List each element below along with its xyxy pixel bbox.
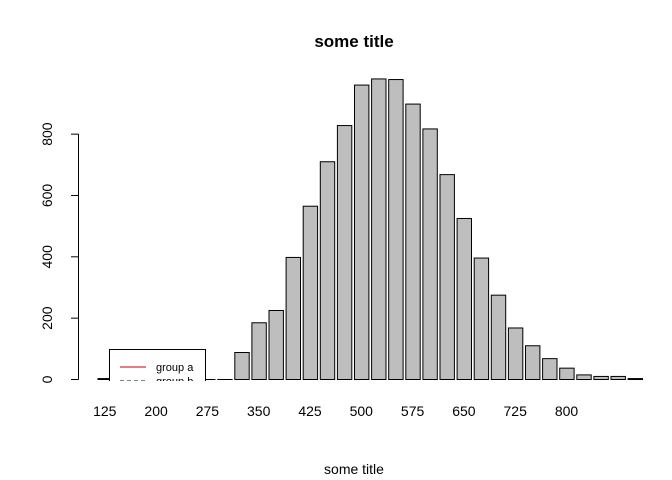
x-axis-label: some title <box>324 461 384 477</box>
bar <box>610 375 626 380</box>
legend: group a group b <box>109 349 206 388</box>
x-tick-label: 125 <box>93 403 117 419</box>
x-tick-label: 725 <box>504 403 528 419</box>
bar <box>576 374 592 380</box>
bar <box>319 161 336 380</box>
bar <box>371 78 387 381</box>
bar <box>336 125 353 380</box>
bar <box>268 309 284 380</box>
bar <box>507 327 524 380</box>
x-tick-label: 500 <box>350 403 374 419</box>
bar <box>405 103 421 381</box>
bar <box>354 84 370 380</box>
legend-box <box>109 349 206 381</box>
x-tick-label: 650 <box>452 403 476 419</box>
legend-label: group a <box>156 362 194 374</box>
y-tick-label: 0 <box>39 375 55 383</box>
x-tick-label: 800 <box>555 403 579 419</box>
bar <box>473 257 490 380</box>
bar <box>388 79 404 381</box>
legend-label: group b <box>156 376 193 388</box>
bar <box>542 358 558 381</box>
bar <box>251 322 267 381</box>
bar <box>285 256 302 380</box>
x-tick-labels: 125 200 275 350 425 500 575 650 725 800 <box>93 403 578 419</box>
bars-group <box>97 78 643 381</box>
x-tick-label: 350 <box>247 403 271 419</box>
x-tick-label: 200 <box>144 403 168 419</box>
bar <box>439 174 455 380</box>
bar <box>490 294 507 380</box>
y-tick-label: 800 <box>39 122 55 146</box>
chart-title: some title <box>314 32 393 51</box>
y-tick-label: 200 <box>39 306 55 330</box>
bar <box>456 217 473 380</box>
bar <box>525 345 541 381</box>
bar <box>593 375 609 380</box>
bar <box>627 378 643 380</box>
x-tick-label: 575 <box>401 403 425 419</box>
bar <box>422 128 438 380</box>
bar <box>234 352 250 381</box>
bar <box>302 205 319 380</box>
y-tick-label: 600 <box>39 184 55 208</box>
y-axis: 0 200 400 600 800 <box>39 122 79 383</box>
x-tick-label: 425 <box>298 403 322 419</box>
x-tick-label: 275 <box>196 403 220 419</box>
y-tick-label: 400 <box>39 245 55 269</box>
bar <box>559 367 575 380</box>
